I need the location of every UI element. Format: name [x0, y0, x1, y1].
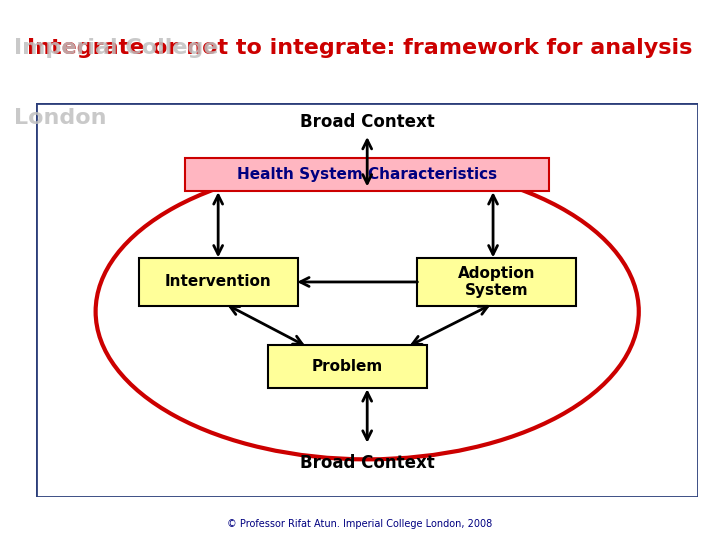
FancyBboxPatch shape [417, 258, 576, 306]
FancyBboxPatch shape [139, 258, 297, 306]
Text: Broad Context: Broad Context [300, 113, 435, 131]
FancyBboxPatch shape [185, 158, 549, 191]
Text: © Professor Rifat Atun. Imperial College London, 2008: © Professor Rifat Atun. Imperial College… [228, 519, 492, 529]
Text: Intervention: Intervention [165, 274, 271, 289]
Text: Health System Characteristics: Health System Characteristics [237, 167, 498, 182]
Text: Imperial College: Imperial College [14, 38, 219, 58]
Text: Integrate or not to integrate: framework for analysis: Integrate or not to integrate: framework… [27, 38, 693, 58]
FancyBboxPatch shape [268, 345, 427, 388]
Text: London: London [14, 108, 107, 128]
Text: Problem: Problem [312, 359, 383, 374]
Text: Adoption
System: Adoption System [458, 266, 535, 298]
FancyBboxPatch shape [36, 103, 698, 497]
Text: Broad Context: Broad Context [300, 454, 435, 472]
Ellipse shape [96, 164, 639, 460]
